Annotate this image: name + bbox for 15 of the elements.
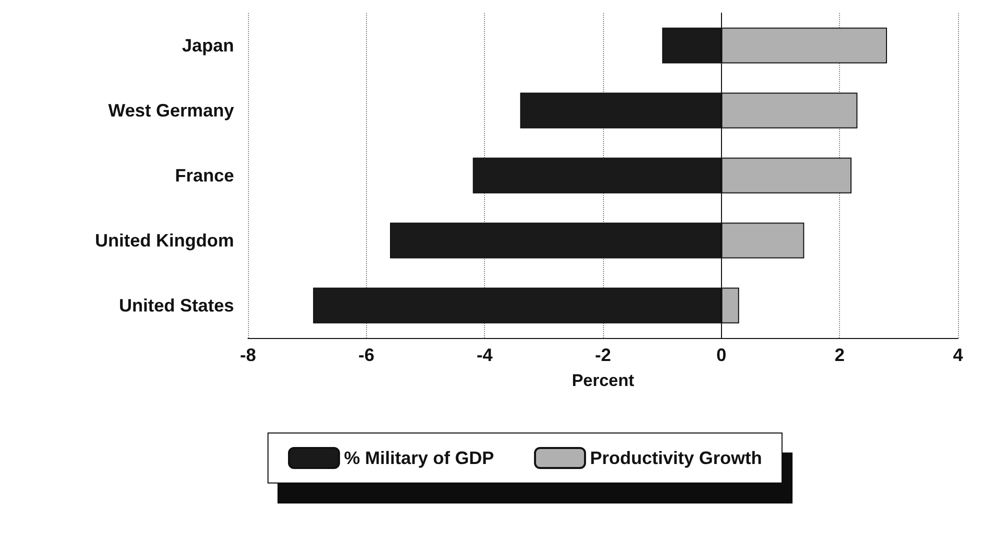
legend-label: % Military of GDP xyxy=(344,448,494,468)
x-tick-label: -2 xyxy=(594,345,612,365)
x-tick-label: 2 xyxy=(834,345,845,365)
x-tick-label: -6 xyxy=(358,345,374,365)
y-tick-label: United Kingdom xyxy=(95,230,234,250)
x-tick-label: -8 xyxy=(240,345,256,365)
x-axis-title: Percent xyxy=(572,371,635,390)
x-tick-label: 4 xyxy=(952,345,964,365)
x-tick-label: 0 xyxy=(716,345,726,365)
y-tick-label: Japan xyxy=(182,36,234,56)
legend-label: Productivity Growth xyxy=(590,448,762,468)
y-tick-label: United States xyxy=(118,296,234,316)
x-tick-label: -4 xyxy=(476,345,493,365)
y-tick-label: West Germany xyxy=(108,100,234,120)
y-tick-label: France xyxy=(174,166,234,186)
